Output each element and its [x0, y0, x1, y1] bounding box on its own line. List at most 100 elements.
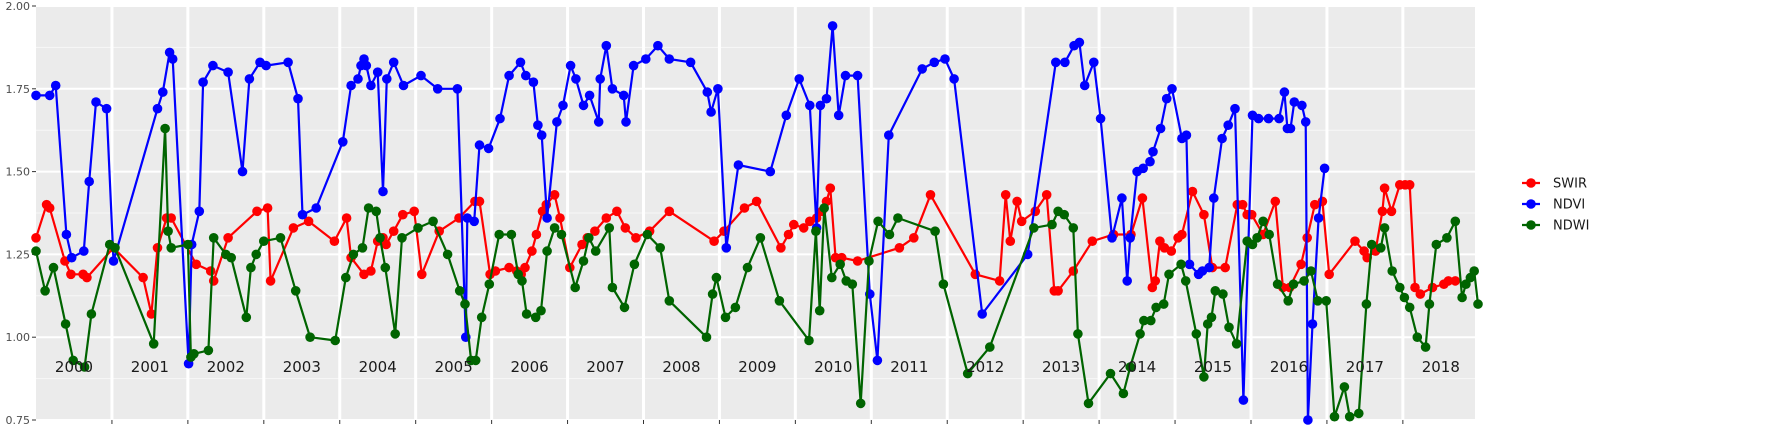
- data-point-ndwi: [494, 229, 505, 240]
- legend-label: NDWI: [1553, 219, 1589, 234]
- year-label: 2010: [814, 358, 852, 376]
- data-point-ndvi: [721, 243, 732, 253]
- data-point-ndvi: [416, 70, 426, 81]
- data-point-swir: [620, 223, 631, 233]
- year-label: 2007: [586, 358, 624, 376]
- data-point-ndwi: [930, 226, 940, 236]
- data-point-swir: [1324, 269, 1334, 280]
- data-point-ndwi: [226, 252, 236, 263]
- data-point-swir: [709, 236, 719, 246]
- data-point-ndwi: [110, 243, 120, 253]
- data-point-ndvi: [815, 100, 826, 111]
- data-point-swir: [208, 276, 219, 286]
- data-point-ndwi: [619, 302, 630, 313]
- data-point-ndwi: [183, 239, 193, 250]
- data-point-swir: [205, 266, 216, 276]
- data-point-ndwi: [460, 299, 470, 309]
- data-point-ndvi: [398, 80, 409, 91]
- data-point-ndvi: [50, 80, 61, 91]
- data-point-swir: [555, 213, 565, 223]
- data-point-ndvi: [452, 84, 463, 94]
- data-point-ndvi: [702, 87, 713, 97]
- data-point-ndvi: [1138, 163, 1148, 174]
- data-point-swir: [341, 213, 352, 223]
- data-point-ndvi: [208, 60, 218, 71]
- data-point-ndwi: [873, 216, 883, 227]
- data-point-ndwi: [1176, 259, 1186, 270]
- data-point-swir: [262, 203, 273, 213]
- data-point-ndwi: [160, 123, 170, 134]
- year-label: 2004: [359, 358, 397, 376]
- data-point-swir: [138, 272, 148, 283]
- data-point-ndvi: [621, 117, 631, 127]
- year-label: 2018: [1422, 358, 1460, 376]
- data-point-swir: [852, 256, 863, 266]
- data-point-ndwi: [1469, 266, 1479, 276]
- data-point-ndwi: [1442, 233, 1452, 243]
- data-point-ndvi: [378, 186, 388, 197]
- data-point-swir: [1386, 206, 1397, 217]
- data-point-swir: [329, 236, 340, 246]
- data-point-ndwi: [893, 213, 903, 223]
- data-point-ndvi: [664, 54, 675, 64]
- data-point-swir: [82, 272, 92, 283]
- data-point-ndvi: [79, 246, 89, 256]
- data-point-swir: [1068, 266, 1079, 276]
- data-point-swir: [577, 239, 587, 250]
- data-point-ndwi: [1329, 411, 1340, 422]
- data-point-swir: [223, 233, 233, 243]
- y-tick-label: 0.75: [6, 414, 31, 427]
- data-point-ndwi: [1258, 216, 1268, 227]
- data-point-ndvi: [194, 206, 205, 217]
- data-point-ndvi: [1079, 80, 1090, 91]
- data-point-ndvi: [61, 229, 72, 240]
- year-label: 2015: [1194, 358, 1232, 376]
- data-point-ndwi: [804, 335, 814, 346]
- data-point-swir: [601, 213, 612, 223]
- data-point-ndwi: [864, 256, 874, 266]
- data-point-swir: [590, 226, 600, 236]
- data-point-swir: [1041, 190, 1052, 200]
- year-label: 2014: [1118, 358, 1156, 376]
- data-point-swir: [1220, 262, 1230, 273]
- data-point-ndwi: [590, 246, 601, 256]
- data-point-ndwi: [1135, 329, 1145, 339]
- data-point-ndvi: [237, 166, 248, 177]
- data-point-ndwi: [60, 319, 71, 329]
- data-point-ndvi: [1230, 103, 1240, 114]
- data-point-ndwi: [1218, 289, 1228, 299]
- data-point-ndwi: [1399, 292, 1410, 303]
- data-point-ndvi: [852, 70, 863, 81]
- data-point-ndvi: [353, 74, 363, 84]
- data-point-swir: [252, 206, 262, 217]
- data-point-ndwi: [629, 259, 640, 270]
- data-point-ndwi: [811, 226, 821, 236]
- data-point-ndvi: [571, 74, 581, 84]
- data-point-ndvi: [158, 87, 168, 97]
- data-point-ndvi: [578, 100, 589, 111]
- y-tick-label: 1.25: [6, 248, 31, 261]
- data-point-swir: [398, 209, 408, 220]
- data-point-ndwi: [884, 229, 895, 240]
- data-point-ndwi: [1073, 329, 1083, 339]
- data-point-ndwi: [755, 233, 766, 243]
- data-point-ndvi: [1155, 123, 1166, 134]
- data-point-ndwi: [1164, 269, 1174, 280]
- data-point-swir: [1379, 183, 1390, 193]
- data-point-ndvi: [884, 130, 894, 140]
- data-point-ndvi: [929, 57, 940, 68]
- data-point-ndvi: [872, 355, 883, 366]
- data-point-ndwi: [189, 349, 199, 359]
- data-point-ndwi: [79, 362, 90, 372]
- x-axis: [111, 420, 1404, 424]
- data-point-swir: [612, 206, 622, 217]
- data-point-ndvi: [388, 57, 399, 68]
- data-point-ndvi: [1051, 57, 1061, 68]
- data-point-swir: [366, 266, 376, 276]
- data-point-swir: [783, 229, 794, 240]
- year-label: 2009: [738, 358, 776, 376]
- data-point-ndvi: [1263, 113, 1274, 124]
- data-point-swir: [265, 276, 276, 286]
- data-point-swir: [474, 196, 485, 207]
